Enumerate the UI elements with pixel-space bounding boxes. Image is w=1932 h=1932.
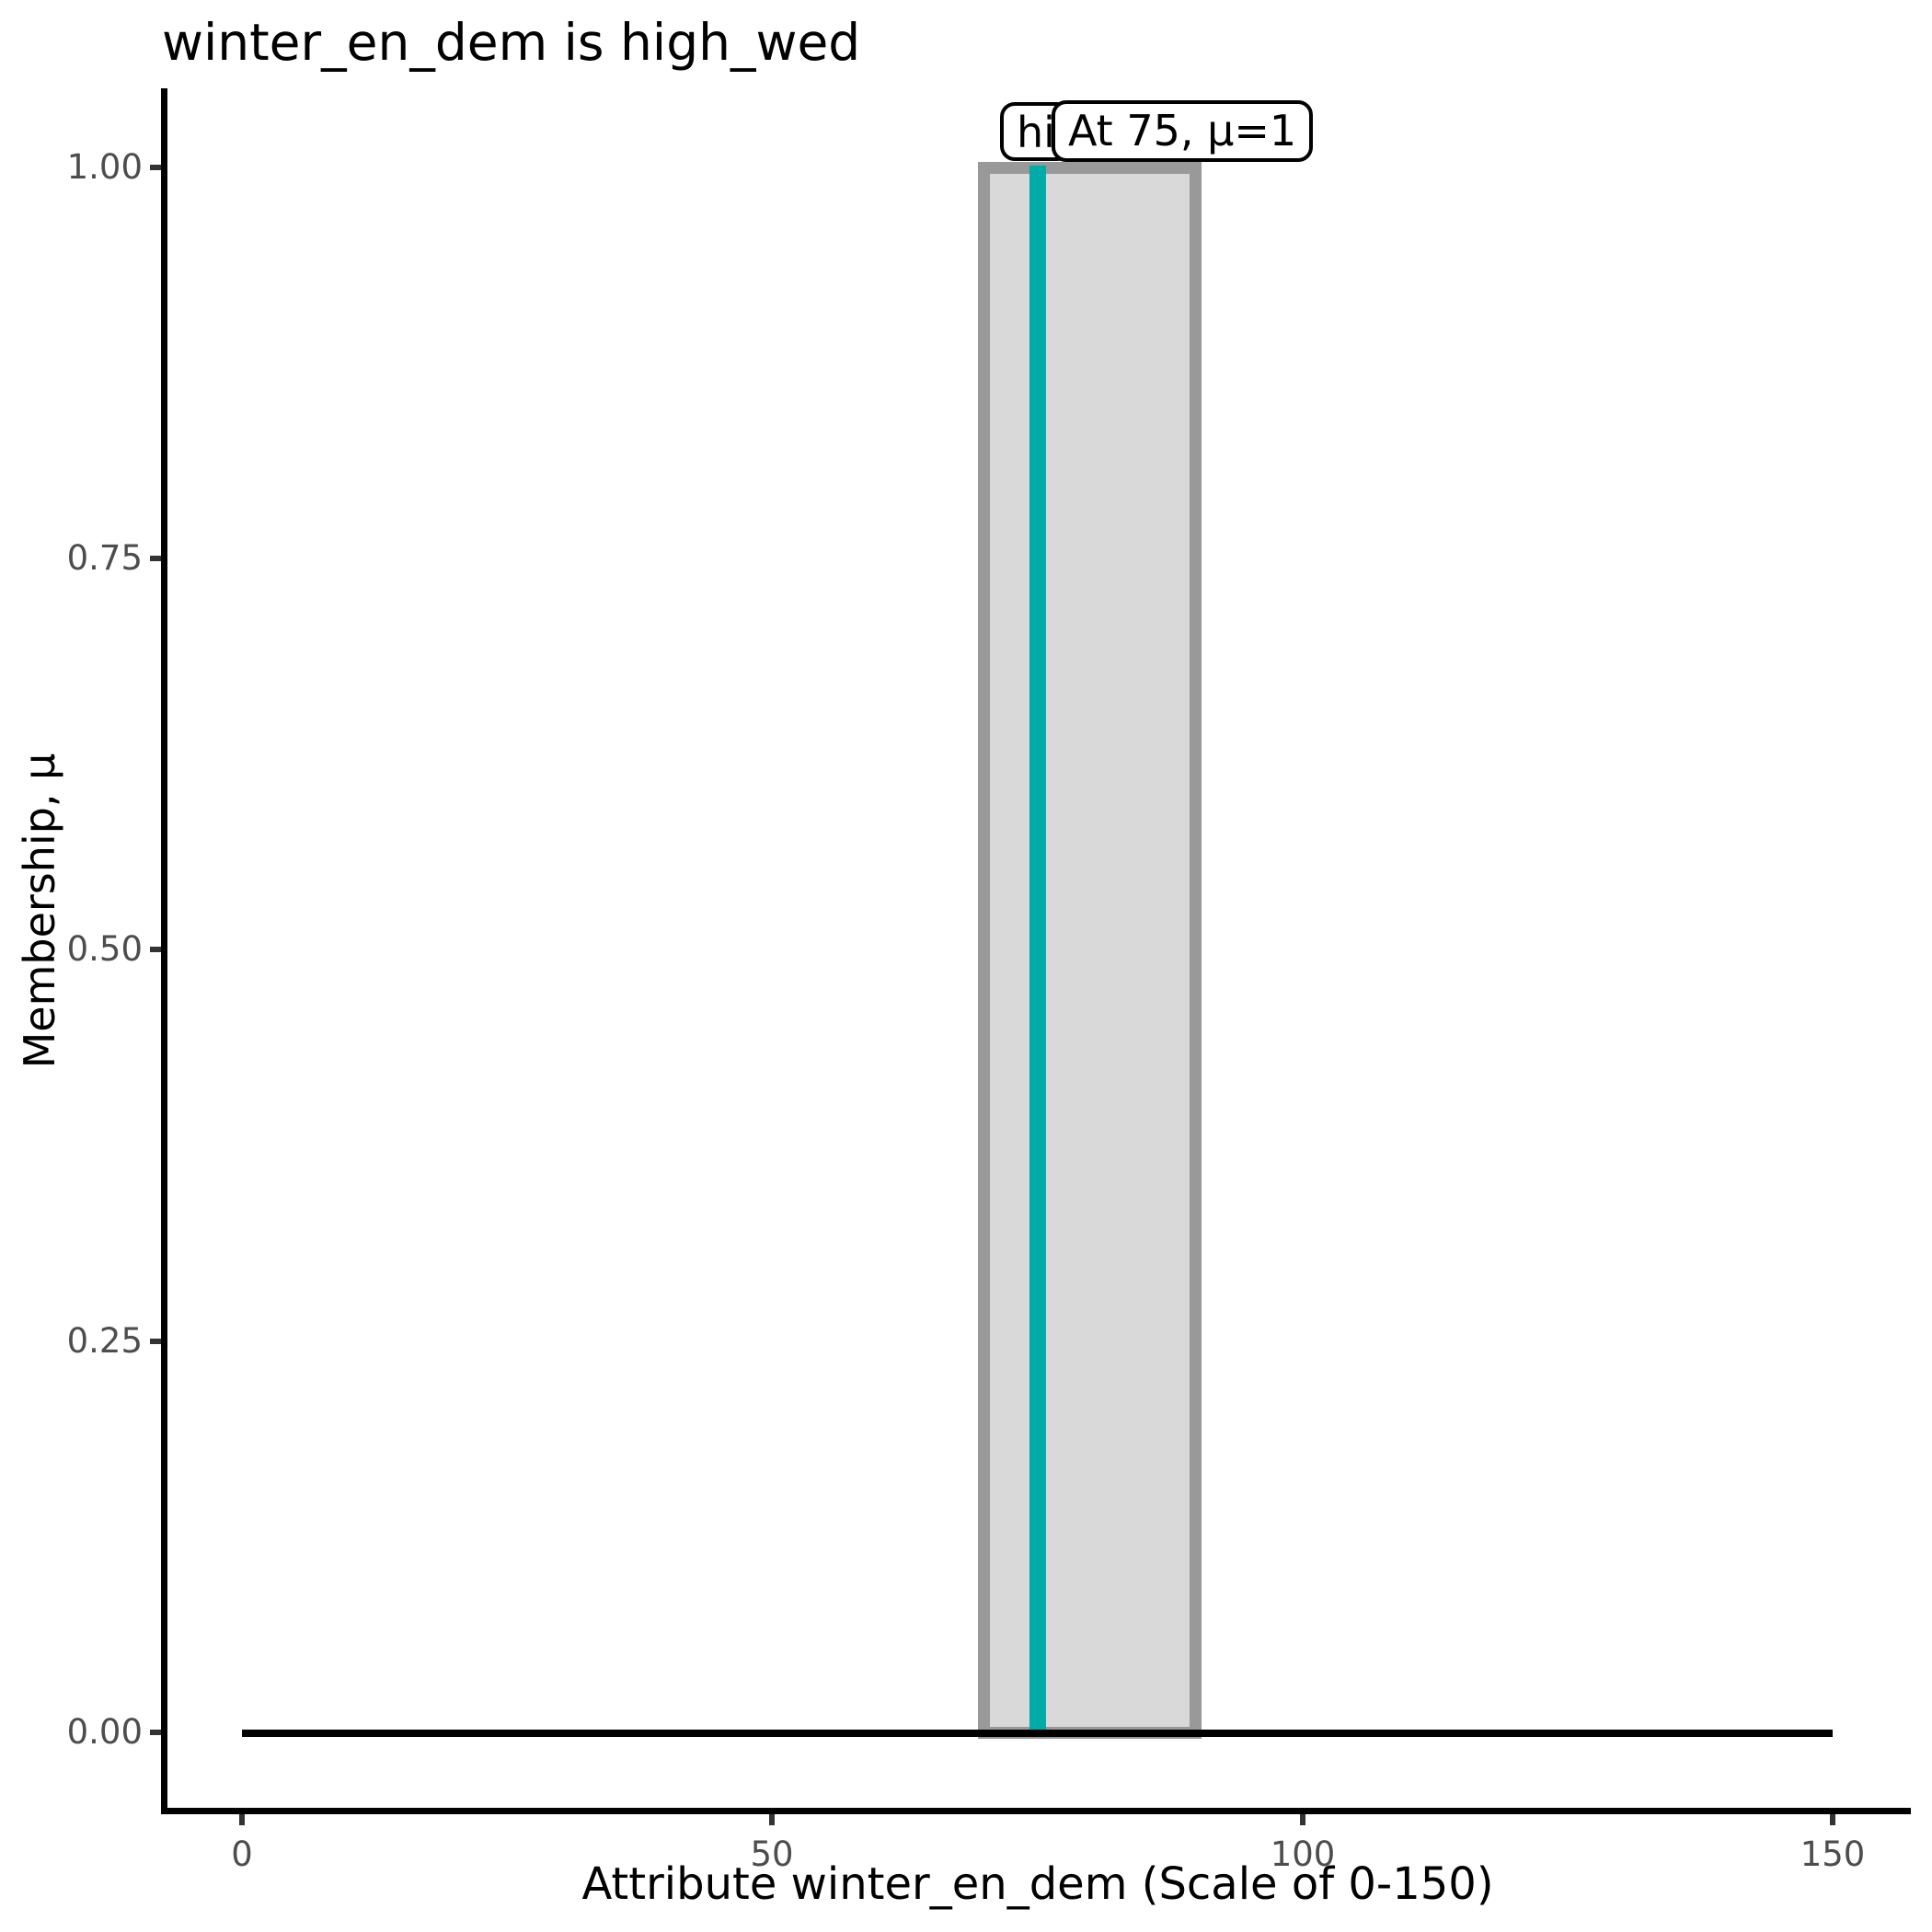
- x-tick-label: 150: [1800, 1834, 1866, 1874]
- y-tick-label: 0.50: [66, 929, 143, 969]
- x-tick-label: 0: [231, 1834, 253, 1874]
- y-axis-line: [161, 88, 167, 1814]
- x-tick-mark: [769, 1814, 775, 1825]
- y-tick-mark: [150, 556, 161, 561]
- fuzzy-set-rect: [978, 162, 1202, 1739]
- y-tick-mark: [150, 1730, 161, 1735]
- x-tick-mark: [1830, 1814, 1835, 1825]
- x-tick-mark: [239, 1814, 245, 1825]
- point-annotation-label: At 75, μ=1: [1052, 100, 1314, 162]
- y-tick-label: 0.25: [66, 1321, 143, 1361]
- y-tick-label: 1.00: [66, 147, 143, 187]
- y-tick-mark: [150, 947, 161, 952]
- y-tick-mark: [150, 1339, 161, 1344]
- x-tick-label: 50: [750, 1834, 794, 1874]
- y-tick-label: 0.00: [66, 1712, 143, 1752]
- x-axis-title: Attribute winter_en_dem (Scale of 0-150): [581, 1858, 1494, 1910]
- y-tick-label: 0.75: [66, 538, 143, 578]
- x-axis-line: [161, 1808, 1911, 1814]
- y-axis-title: Membership, μ: [15, 753, 64, 1069]
- x-tick-mark: [1300, 1814, 1305, 1825]
- plot-title: winter_en_dem is high_wed: [162, 13, 861, 72]
- crisp-value-line: [1029, 166, 1046, 1736]
- y-tick-mark: [150, 165, 161, 170]
- x-tick-label: 100: [1270, 1834, 1336, 1874]
- membership-function-line: [242, 1730, 1833, 1737]
